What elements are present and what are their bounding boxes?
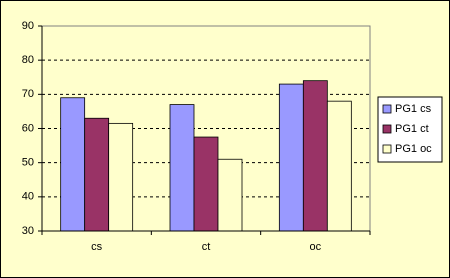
legend-label: PG1 ct	[395, 123, 429, 135]
y-tick-label: 90	[22, 20, 34, 32]
bar	[60, 97, 86, 232]
bar	[217, 158, 243, 232]
y-tick-label: 70	[22, 88, 34, 100]
legend-label: PG1 cs	[395, 103, 432, 115]
bar	[326, 100, 352, 232]
x-tick-label: cs	[91, 241, 103, 253]
bar	[193, 136, 219, 232]
y-tick-label: 30	[22, 225, 34, 237]
legend-swatch	[382, 144, 392, 154]
y-tick-label: 60	[22, 122, 34, 134]
y-tick-label: 50	[22, 157, 34, 169]
bar	[169, 104, 195, 232]
legend-label: PG1 oc	[395, 143, 432, 155]
x-tick-label: ct	[202, 241, 211, 253]
legend-swatch	[382, 104, 392, 114]
bar	[302, 80, 328, 232]
bar	[108, 122, 134, 232]
x-tick-label: oc	[310, 241, 322, 253]
y-tick-label: 40	[22, 191, 34, 203]
y-tick-label: 80	[22, 54, 34, 66]
legend-swatch	[382, 124, 392, 134]
bar	[278, 83, 304, 232]
bar	[84, 117, 110, 232]
